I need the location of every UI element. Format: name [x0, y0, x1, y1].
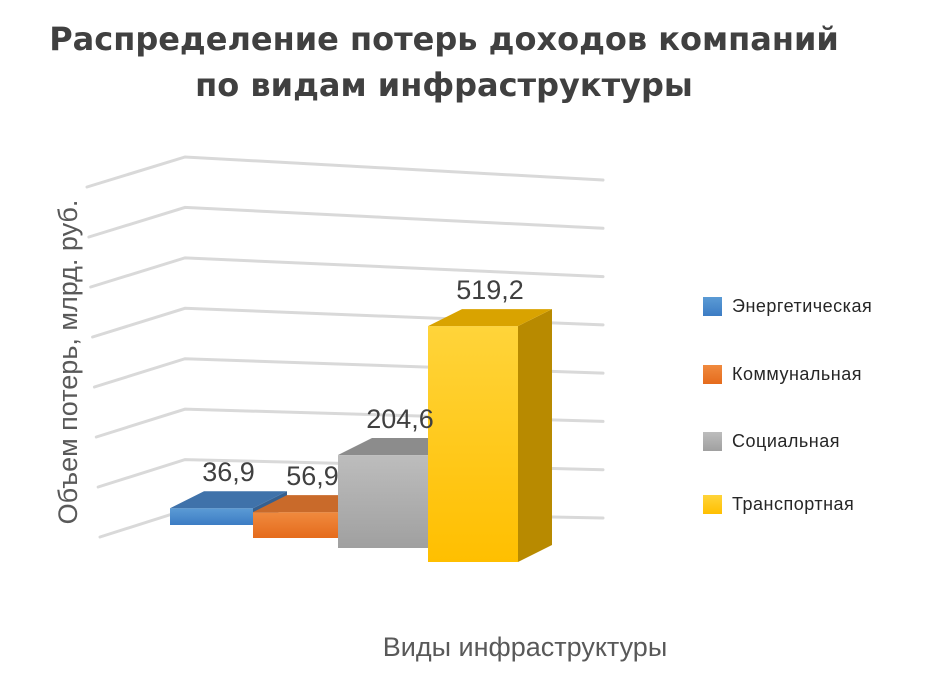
bar-4: [428, 309, 552, 562]
legend-swatch: [703, 297, 722, 316]
legend: Энергетическая Коммунальная Социальная Тран…: [703, 296, 872, 514]
bar-side: [518, 309, 552, 562]
chart-title-line-1: Распределение потерь доходов компаний: [49, 20, 839, 58]
gridline: [87, 205, 605, 239]
bar-front: [428, 326, 518, 562]
y-axis-label: Объем потерь, млрд. руб.: [53, 200, 83, 525]
legend-label: Социальная: [732, 431, 840, 451]
bar-front: [170, 508, 253, 525]
chart-title-line-2: по видам инфраструктуры: [195, 66, 693, 104]
bar-front: [338, 455, 428, 548]
bars: [170, 309, 552, 562]
data-label: 519,2: [456, 275, 524, 305]
bar-top: [170, 491, 287, 509]
legend-item: Социальная: [703, 431, 840, 451]
data-label: 36,9: [202, 457, 255, 487]
legend-swatch: [703, 495, 722, 514]
bar-top: [428, 309, 552, 327]
data-label: 56,9: [286, 461, 339, 491]
gridline: [85, 155, 605, 189]
legend-label: Коммунальная: [732, 364, 862, 384]
legend-item: Коммунальная: [703, 364, 862, 384]
legend-label: Транспортная: [732, 494, 854, 514]
legend-item: Энергетическая: [703, 296, 872, 316]
gridline: [89, 256, 605, 289]
data-labels: 36,9 56,9 204,6 519,2: [202, 275, 524, 491]
x-axis-label: Виды инфраструктуры: [383, 632, 667, 662]
data-label: 204,6: [366, 404, 434, 434]
legend-swatch: [703, 432, 722, 451]
bar-front: [253, 512, 338, 538]
legend-swatch: [703, 365, 722, 384]
gridlines: [85, 155, 605, 539]
legend-item: Транспортная: [703, 494, 854, 514]
legend-label: Энергетическая: [732, 296, 872, 316]
